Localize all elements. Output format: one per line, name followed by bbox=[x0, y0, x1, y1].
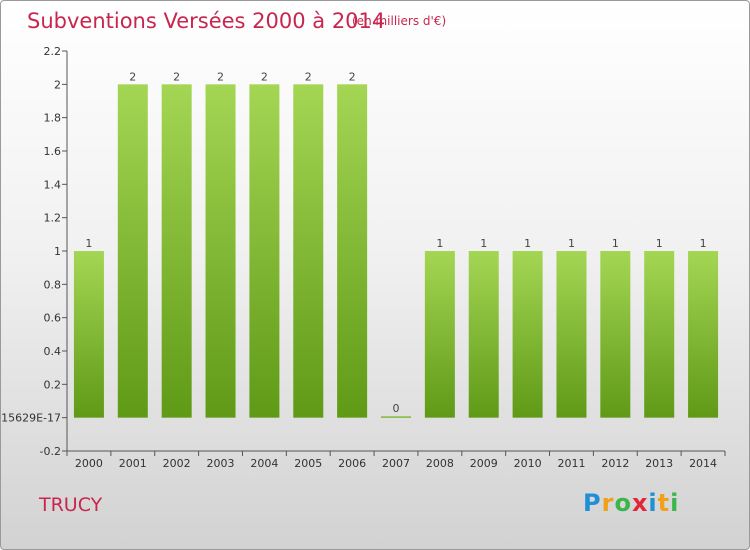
municipality-name: TRUCY bbox=[39, 494, 103, 516]
x-tick-label: 2002 bbox=[163, 457, 191, 470]
y-tick-label: 2 bbox=[54, 78, 61, 91]
bar-value-label: 1 bbox=[568, 237, 575, 250]
x-tick-label: 2008 bbox=[426, 457, 454, 470]
x-tick-label: 2009 bbox=[470, 457, 498, 470]
bar-value-label: 1 bbox=[656, 237, 663, 250]
x-tick-label: 2007 bbox=[382, 457, 410, 470]
chart-unit: (en milliers d'€) bbox=[352, 14, 447, 28]
bar bbox=[468, 251, 499, 418]
chart-title: Subventions Versées 2000 à 2014 bbox=[27, 9, 386, 33]
bar-value-label: 0 bbox=[393, 402, 400, 415]
bar-value-label: 2 bbox=[217, 70, 224, 83]
y-tick-label: 1.6 bbox=[44, 145, 62, 158]
x-tick-label: 2004 bbox=[250, 457, 278, 470]
x-tick-label: 2001 bbox=[119, 457, 147, 470]
bar bbox=[600, 251, 631, 418]
x-tick-label: 2003 bbox=[207, 457, 235, 470]
y-tick-label: 0.6 bbox=[44, 312, 62, 325]
y-tick-label: 2.2 bbox=[44, 45, 62, 58]
x-tick-label: 2010 bbox=[514, 457, 542, 470]
bar bbox=[249, 84, 280, 418]
bar bbox=[688, 251, 719, 418]
x-tick-label: 2000 bbox=[75, 457, 103, 470]
bar bbox=[644, 251, 675, 418]
bar bbox=[512, 251, 543, 418]
bar-value-label: 2 bbox=[129, 70, 136, 83]
y-tick-label: -15629E-17 bbox=[1, 412, 61, 425]
bar bbox=[293, 84, 324, 418]
y-tick-label: 0.4 bbox=[44, 345, 62, 358]
y-tick-label: -0.2 bbox=[40, 445, 61, 458]
y-tick-label: 0.2 bbox=[44, 378, 62, 391]
y-tick-label: 1.2 bbox=[44, 212, 62, 225]
x-tick-label: 2014 bbox=[689, 457, 717, 470]
bar-value-label: 2 bbox=[261, 70, 268, 83]
bar bbox=[205, 84, 236, 418]
bar-value-label: 2 bbox=[305, 70, 312, 83]
bar-value-label: 2 bbox=[173, 70, 180, 83]
bar bbox=[556, 251, 587, 418]
y-tick-label: 1.4 bbox=[44, 178, 62, 191]
proxiti-logo: Proxiti bbox=[583, 489, 680, 517]
bar bbox=[381, 416, 411, 418]
bar bbox=[424, 251, 455, 418]
bar bbox=[337, 84, 368, 418]
bar bbox=[73, 251, 104, 418]
bar-value-label: 2 bbox=[349, 70, 356, 83]
bar-value-label: 1 bbox=[612, 237, 619, 250]
y-tick-label: 0.8 bbox=[44, 278, 62, 291]
x-tick-label: 2012 bbox=[601, 457, 629, 470]
bar bbox=[117, 84, 148, 418]
y-tick-label: 1 bbox=[54, 245, 61, 258]
bar-value-label: 1 bbox=[436, 237, 443, 250]
x-tick-label: 2005 bbox=[294, 457, 322, 470]
bar-value-label: 1 bbox=[480, 237, 487, 250]
x-tick-label: 2013 bbox=[645, 457, 673, 470]
x-tick-label: 2011 bbox=[557, 457, 585, 470]
y-tick-label: 1.8 bbox=[44, 112, 62, 125]
bar bbox=[161, 84, 192, 418]
x-tick-label: 2006 bbox=[338, 457, 366, 470]
bar-value-label: 1 bbox=[700, 237, 707, 250]
bar-value-label: 1 bbox=[524, 237, 531, 250]
bar-value-label: 1 bbox=[85, 237, 92, 250]
